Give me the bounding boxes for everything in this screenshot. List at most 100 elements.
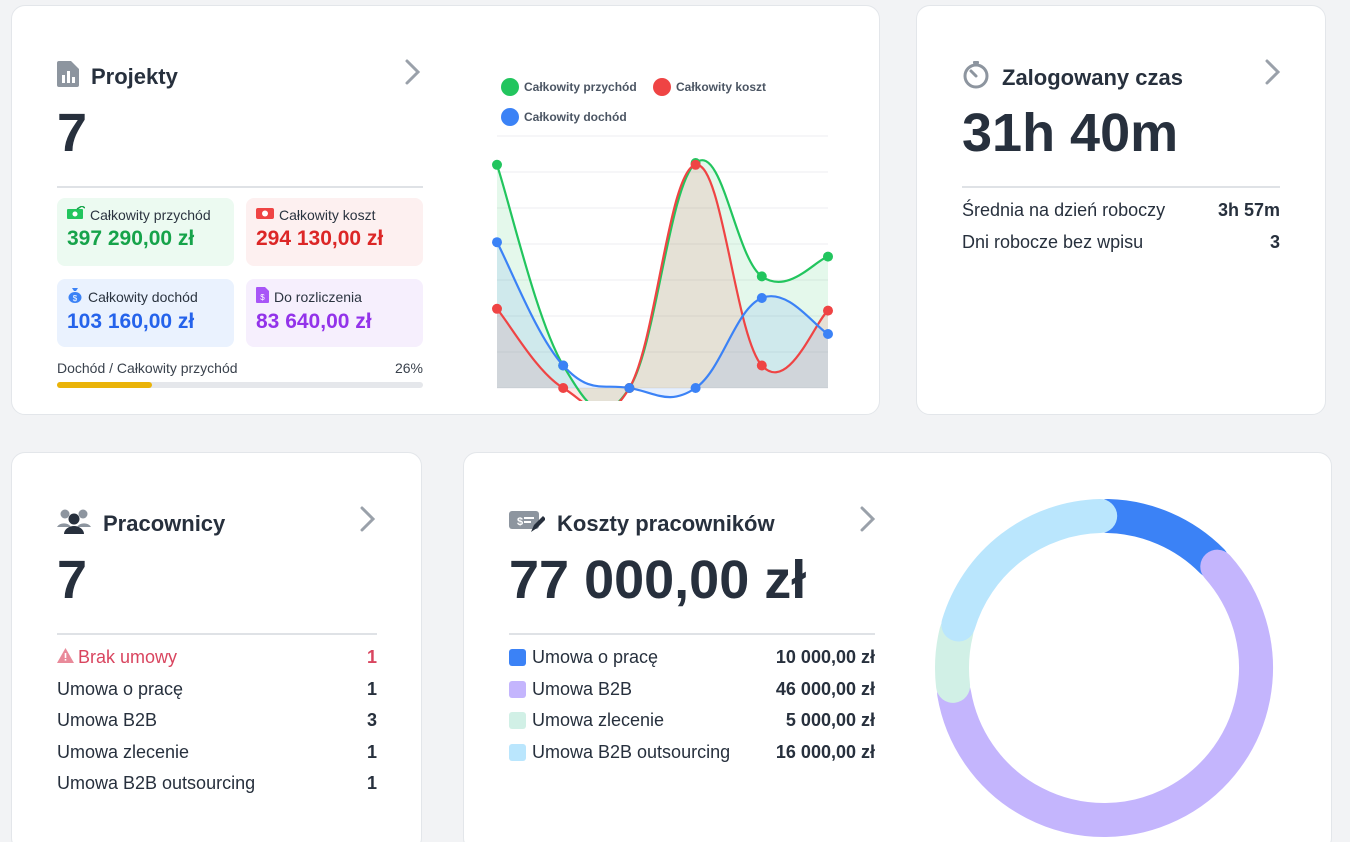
series-area	[497, 242, 828, 398]
divider	[57, 633, 377, 635]
days-without-entry-row: Dni robocze bez wpisu 3	[962, 232, 1280, 253]
legend-marker	[653, 78, 671, 96]
days-without-entry-label: Dni robocze bez wpisu	[962, 232, 1144, 252]
avg-per-day-label: Średnia na dzień roboczy	[962, 200, 1166, 220]
contract-label: Umowa B2B outsourcing	[57, 773, 256, 793]
legend-swatch	[509, 681, 526, 698]
tile-to-settle: $ Do rozliczenia 83 640,00 zł	[246, 279, 423, 347]
contract-row: Umowa B2B outsourcing 1	[57, 773, 377, 794]
contract-label: Umowa o pracę	[57, 679, 184, 699]
contract-row: Umowa o pracę 1	[57, 679, 377, 700]
report-icon	[57, 61, 79, 93]
contract-value: 1	[366, 679, 377, 699]
legend-swatch	[509, 744, 526, 761]
employees-count: 7	[57, 550, 88, 610]
donut-segment	[941, 499, 1118, 642]
chevron-right-icon[interactable]	[859, 505, 877, 539]
cost-legend-item: Umowa B2B outsourcing 16 000,00 zł	[509, 742, 875, 763]
cost-value: 10 000,00 zł	[775, 647, 875, 667]
tile-cost-value: 294 130,00 zł	[256, 227, 384, 250]
chevron-right-icon[interactable]	[404, 58, 422, 92]
contract-value: 1	[366, 773, 377, 793]
cost-legend-item: Umowa zlecenie 5 000,00 zł	[509, 710, 875, 731]
legend-marker	[501, 78, 519, 96]
no-contract-value: 1	[366, 647, 377, 667]
warning-icon	[57, 647, 74, 668]
employee-costs-card: $ Koszty pracowników 77 000,00 zł Umowa …	[463, 452, 1332, 842]
divider	[57, 186, 423, 188]
contract-row: Umowa B2B 3	[57, 710, 377, 731]
employee-costs-header[interactable]: $ Koszty pracowników	[509, 508, 775, 540]
tile-cost: Całkowity koszt 294 130,00 zł	[246, 198, 423, 266]
contract-label: Umowa B2B	[57, 710, 158, 730]
legend-swatch	[509, 712, 526, 729]
tile-revenue: Całkowity przychód 397 290,00 zł	[57, 198, 234, 266]
donut-chart	[935, 499, 1273, 837]
data-point	[624, 383, 635, 393]
legend-label: Całkowity koszt	[676, 80, 766, 94]
logged-time-header[interactable]: Zalogowany czas	[962, 61, 1183, 95]
divider	[509, 633, 875, 635]
data-point	[823, 251, 833, 262]
tile-revenue-label: Całkowity przychód	[90, 206, 211, 223]
series-area	[497, 160, 828, 401]
employees-header[interactable]: Pracownicy	[57, 508, 225, 540]
tile-to-settle-label: Do rozliczenia	[274, 288, 362, 305]
legend-marker	[501, 108, 519, 126]
cost-label: Umowa o pracę	[532, 647, 659, 667]
data-point	[492, 159, 502, 170]
progress-value: 26%	[394, 360, 423, 376]
chevron-right-icon[interactable]	[359, 505, 377, 539]
series-area	[497, 164, 828, 401]
payroll-icon: $	[509, 508, 546, 540]
days-without-entry-value: 3	[1269, 232, 1280, 252]
progress-track	[57, 382, 423, 388]
cash-icon	[256, 206, 274, 223]
projects-card: Projekty 7 Całkowity przychód 397 290,00…	[11, 5, 880, 415]
chart-legend: Całkowity przychód Całkowity koszt Całkowi…	[501, 78, 766, 126]
cost-label: Umowa B2B outsourcing	[532, 742, 731, 762]
contract-value: 3	[366, 710, 377, 730]
legend-label: Całkowity przychód	[524, 80, 637, 94]
employees-title: Pracownicy	[103, 511, 226, 536]
data-point	[756, 293, 767, 303]
svg-text:$: $	[517, 516, 523, 528]
data-point	[756, 271, 767, 282]
projects-header[interactable]: Projekty	[57, 61, 178, 93]
donut-segment	[1090, 499, 1230, 579]
data-point	[558, 360, 569, 371]
cost-label: Umowa B2B	[532, 679, 633, 699]
logged-time-card: Zalogowany czas 31h 40m Średnia na dzień…	[916, 5, 1326, 415]
cost-value: 16 000,00 zł	[775, 742, 875, 762]
tile-revenue-value: 397 290,00 zł	[67, 227, 195, 250]
chart-points	[492, 158, 833, 393]
cost-legend-item: Umowa o pracę 10 000,00 zł	[509, 647, 875, 668]
no-contract-row[interactable]: Brak umowy 1	[57, 647, 377, 668]
data-point	[823, 305, 833, 316]
data-point	[558, 383, 569, 393]
tile-income: $ Całkowity dochód 103 160,00 zł	[57, 279, 234, 347]
chevron-right-icon[interactable]	[1264, 58, 1282, 92]
tile-to-settle-value: 83 640,00 zł	[256, 310, 372, 333]
data-point	[690, 159, 701, 170]
money-bag-icon: $	[67, 287, 83, 306]
employee-costs-title: Koszty pracowników	[557, 511, 775, 536]
cost-value: 5 000,00 zł	[785, 710, 875, 730]
tile-income-value: 103 160,00 zł	[67, 310, 195, 333]
data-point	[492, 237, 502, 248]
progress-fill	[57, 382, 153, 388]
employee-costs-total: 77 000,00 zł	[509, 550, 807, 610]
data-point	[756, 360, 767, 371]
area-chart: Całkowity przychód Całkowity koszt Całkowi…	[492, 78, 833, 401]
no-contract-label: Brak umowy	[78, 647, 178, 667]
avg-per-day-value: 3h 57m	[1217, 200, 1280, 220]
tile-cost-label: Całkowity koszt	[279, 206, 376, 223]
legend-label: Całkowity dochód	[524, 110, 627, 124]
logged-time-value: 31h 40m	[962, 103, 1179, 163]
chart-areas	[497, 160, 828, 401]
contract-value: 1	[366, 742, 377, 762]
invoice-icon: $	[256, 287, 269, 306]
employees-card: Pracownicy 7 Brak umowy 1 Umowa o pracę …	[11, 452, 422, 842]
contract-row: Umowa zlecenie 1	[57, 742, 377, 763]
cost-label: Umowa zlecenie	[532, 710, 665, 730]
